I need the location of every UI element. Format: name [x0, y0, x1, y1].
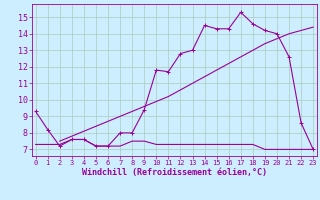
X-axis label: Windchill (Refroidissement éolien,°C): Windchill (Refroidissement éolien,°C)	[82, 168, 267, 177]
